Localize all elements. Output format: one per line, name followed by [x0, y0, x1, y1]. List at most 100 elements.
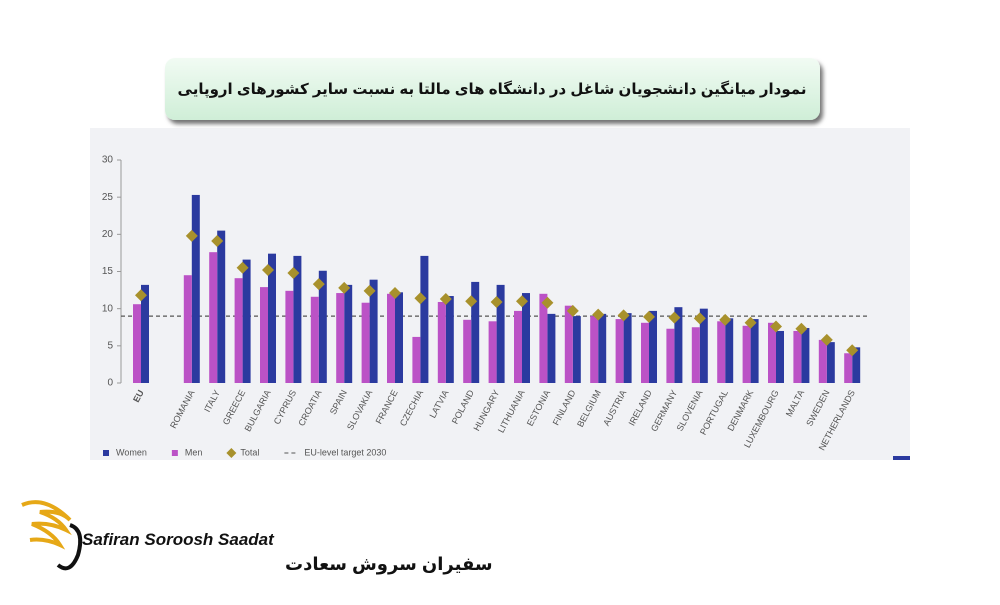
bar [191, 194, 200, 383]
total-marker [389, 287, 401, 300]
bar [725, 318, 734, 383]
bar [590, 316, 599, 383]
bar [293, 255, 302, 383]
y-tick-label: 15 [102, 266, 114, 277]
bar [844, 353, 853, 383]
bar [572, 316, 581, 383]
corner-accent [893, 456, 910, 460]
bar [369, 279, 378, 383]
total-marker [846, 344, 859, 357]
bar [514, 310, 522, 383]
bar [598, 313, 607, 383]
bar [437, 301, 446, 383]
bar [699, 308, 708, 383]
bar [361, 302, 370, 383]
bar [445, 296, 454, 383]
chart-title: نمودار میانگین دانشجویان شاغل در دانشگاه… [178, 80, 807, 99]
bar [666, 328, 675, 383]
bar [183, 275, 192, 383]
bar [412, 336, 421, 383]
bar [217, 230, 226, 383]
bar [547, 313, 556, 383]
bar [793, 330, 802, 383]
total-marker [185, 229, 198, 242]
bar [768, 322, 776, 383]
y-tick-label: 5 [107, 340, 113, 351]
bar [717, 321, 726, 383]
y-tick-label: 30 [102, 155, 114, 166]
bar [522, 293, 530, 383]
total-marker [439, 293, 452, 306]
bar [242, 259, 251, 383]
title-banner [165, 58, 820, 120]
total-marker [541, 296, 554, 309]
bar [852, 347, 861, 383]
legend-swatch [226, 448, 237, 458]
bar [344, 284, 353, 383]
bar [826, 342, 835, 383]
legend-label: EU-level target 2030 [304, 447, 386, 457]
bar [260, 287, 268, 383]
total-marker [693, 312, 706, 325]
total-marker [795, 322, 808, 335]
bar [133, 304, 141, 383]
y-tick-label: 25 [102, 192, 114, 203]
total-marker [211, 235, 224, 248]
total-marker [719, 313, 732, 326]
y-tick-label: 0 [107, 378, 113, 389]
total-marker [135, 289, 147, 302]
bar [285, 290, 294, 383]
bar [641, 322, 649, 383]
legend-swatch [103, 450, 109, 456]
total-marker [287, 266, 300, 279]
total-marker [312, 278, 325, 291]
bar [564, 305, 573, 383]
bar [310, 296, 319, 383]
bar [623, 313, 632, 383]
bar [674, 307, 683, 383]
bar [539, 293, 548, 383]
legend-label: Total [240, 447, 259, 457]
bar [750, 319, 759, 383]
total-marker [465, 295, 478, 308]
logo: Safiran Soroosh Saadat سفیران سروش سعادت [21, 500, 493, 575]
total-marker [744, 316, 757, 329]
total-marker [490, 295, 503, 308]
total-marker [643, 310, 655, 323]
bar [801, 327, 810, 383]
bar [463, 319, 472, 383]
legend-label: Men [185, 447, 203, 457]
y-tick-label: 10 [102, 303, 114, 314]
total-marker [414, 292, 427, 305]
bar [691, 327, 700, 383]
legend-swatch [171, 450, 178, 456]
y-tick-label: 20 [102, 229, 114, 240]
bar [395, 292, 403, 383]
bar [615, 319, 624, 383]
total-marker [516, 295, 528, 308]
bar [818, 339, 827, 383]
total-marker [820, 333, 833, 346]
bar [234, 278, 243, 383]
total-marker [338, 281, 351, 294]
total-marker [236, 261, 249, 274]
total-marker [566, 304, 579, 317]
bar [488, 321, 497, 383]
legend-label: Women [116, 447, 147, 457]
bar [420, 255, 429, 383]
total-marker [262, 264, 274, 277]
total-marker [770, 320, 782, 333]
bar [268, 253, 276, 383]
bar [742, 325, 751, 383]
bar [387, 293, 395, 383]
total-marker [668, 311, 681, 324]
bar [336, 293, 345, 383]
bar [209, 252, 218, 383]
bar [141, 284, 149, 383]
brand-name-fa: سفیران سروش سعادت [285, 554, 493, 575]
bar [776, 330, 784, 383]
bar [318, 270, 327, 383]
total-marker [592, 308, 605, 321]
total-marker [363, 284, 376, 297]
